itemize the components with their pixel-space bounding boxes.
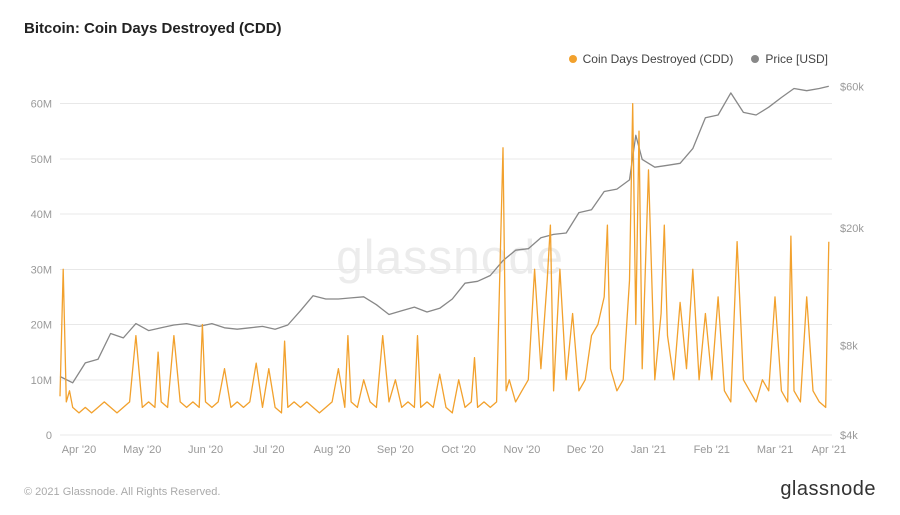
footer: © 2021 Glassnode. All Rights Reserved. g… bbox=[24, 478, 876, 501]
svg-text:Apr '21: Apr '21 bbox=[812, 444, 847, 456]
svg-text:20M: 20M bbox=[31, 320, 52, 332]
svg-text:Jul '20: Jul '20 bbox=[253, 444, 284, 456]
svg-text:0: 0 bbox=[46, 430, 52, 442]
legend-item-price: Price [USD] bbox=[751, 52, 828, 66]
svg-text:10M: 10M bbox=[31, 375, 52, 387]
svg-text:Nov '20: Nov '20 bbox=[503, 444, 540, 456]
svg-text:50M: 50M bbox=[31, 154, 52, 166]
plot-area: 010M20M30M40M50M60M$4k$8k$20k$60kApr '20… bbox=[60, 72, 832, 455]
brand-logo: glassnode bbox=[780, 478, 876, 501]
svg-text:$60k: $60k bbox=[840, 81, 864, 93]
svg-text:Sep '20: Sep '20 bbox=[377, 444, 414, 456]
svg-text:May '20: May '20 bbox=[123, 444, 161, 456]
svg-text:$8k: $8k bbox=[840, 341, 858, 353]
svg-text:Jan '21: Jan '21 bbox=[631, 444, 666, 456]
svg-text:40M: 40M bbox=[31, 209, 52, 221]
svg-text:$20k: $20k bbox=[840, 223, 864, 235]
chart-svg: 010M20M30M40M50M60M$4k$8k$20k$60kApr '20… bbox=[60, 72, 832, 455]
svg-text:Oct '20: Oct '20 bbox=[441, 444, 476, 456]
svg-text:$4k: $4k bbox=[840, 430, 858, 442]
svg-text:Feb '21: Feb '21 bbox=[694, 444, 730, 456]
svg-text:Apr '20: Apr '20 bbox=[62, 444, 97, 456]
svg-text:Dec '20: Dec '20 bbox=[567, 444, 604, 456]
svg-text:Jun '20: Jun '20 bbox=[188, 444, 223, 456]
copyright: © 2021 Glassnode. All Rights Reserved. bbox=[24, 486, 220, 498]
legend-label-cdd: Coin Days Destroyed (CDD) bbox=[583, 52, 734, 66]
chart-title: Bitcoin: Coin Days Destroyed (CDD) bbox=[24, 20, 876, 37]
legend: Coin Days Destroyed (CDD) Price [USD] bbox=[569, 52, 828, 66]
svg-text:Mar '21: Mar '21 bbox=[757, 444, 793, 456]
legend-dot-price bbox=[751, 55, 759, 63]
svg-text:Aug '20: Aug '20 bbox=[314, 444, 351, 456]
chart-container: Bitcoin: Coin Days Destroyed (CDD) Coin … bbox=[0, 0, 900, 515]
legend-label-price: Price [USD] bbox=[765, 52, 828, 66]
legend-dot-cdd bbox=[569, 55, 577, 63]
svg-text:30M: 30M bbox=[31, 264, 52, 276]
svg-text:60M: 60M bbox=[31, 99, 52, 111]
legend-item-cdd: Coin Days Destroyed (CDD) bbox=[569, 52, 734, 66]
